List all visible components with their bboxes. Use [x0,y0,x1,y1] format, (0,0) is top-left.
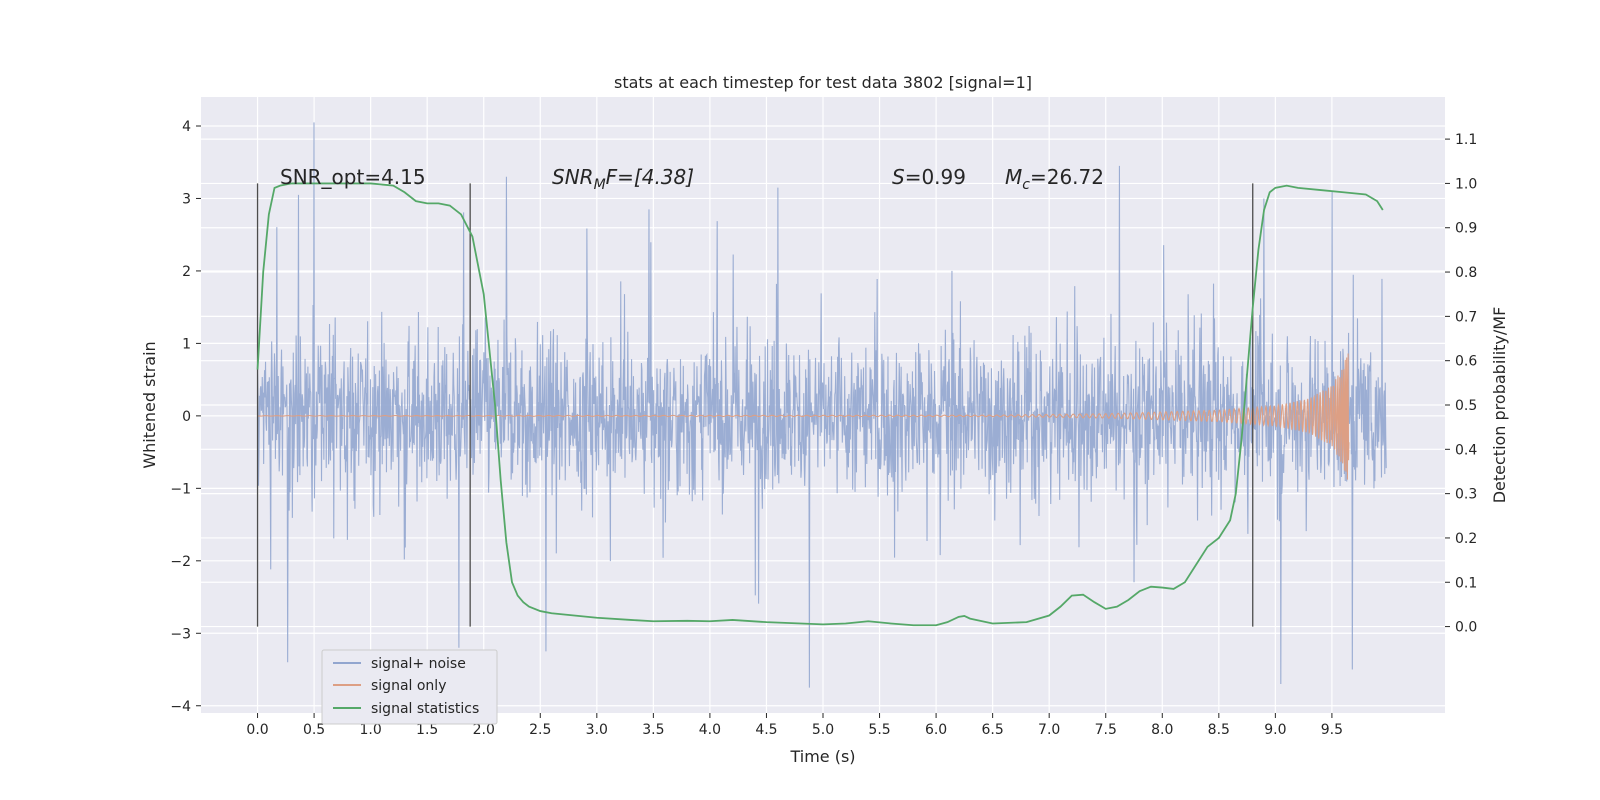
snr-mf-sub: M [594,177,606,193]
signal-only-series [257,353,1350,480]
x-tick-label: 8.0 [1151,722,1173,738]
y-left-tick-label: 1 [182,336,191,352]
x-tick-label: 5.5 [868,722,890,738]
y-right-tick-label: 0.7 [1455,309,1477,325]
y-right-tick-label: 0.9 [1455,221,1477,237]
x-tick-label: 2.5 [529,722,551,738]
y-right-tick-label: 0.4 [1455,442,1477,458]
legend-label-signal-statistics: signal statistics [371,701,479,717]
y-axis-label-right: Detection probability/MF [1490,307,1509,504]
x-tick-label: 6.5 [982,722,1004,738]
annotation-snr-opt: SNR_opt=4.15 [280,165,426,189]
annotation-snr-mf: SNRMF=[4.38] [552,165,694,193]
x-tick-label: 9.0 [1264,722,1286,738]
x-tick-label: 4.0 [699,722,721,738]
annotation-mc: Mc=26.72 [1005,165,1104,193]
x-tick-label: 7.0 [1038,722,1060,738]
s-main: S [892,165,905,189]
mc-value: =26.72 [1030,165,1104,189]
s-value: =0.99 [905,165,966,189]
y-left-tick-label: −1 [170,481,191,497]
legend-label-signal-noise: signal+ noise [371,656,466,672]
y-left-tick-label: 4 [182,119,191,135]
y-right-tick-label: 0.5 [1455,398,1477,414]
y-right-tick-label: 0.0 [1455,620,1477,636]
legend-box [321,649,498,725]
y-right-tick-label: 1.1 [1455,132,1477,148]
signal-only-line [257,353,1350,480]
x-tick-label: 3.0 [586,722,608,738]
y-right-tick-label: 0.1 [1455,575,1477,591]
x-tick-label: 2.0 [473,722,495,738]
chart-title: stats at each timestep for test data 380… [614,73,1032,92]
y-right-tick-label: 0.8 [1455,265,1477,281]
y-left-tick-label: −2 [170,554,191,570]
x-tick-label: 1.5 [416,722,438,738]
y-right-tick-label: 0.6 [1455,354,1477,370]
x-tick-label: 6.0 [925,722,947,738]
legend: signal+ noise signal only signal statist… [321,649,498,725]
x-tick-label: 3.5 [642,722,664,738]
x-tick-label: 4.5 [755,722,777,738]
x-tick-label: 0.0 [246,722,268,738]
signal-statistics-line [256,182,1384,627]
snr-mf-rest: F=[4.38] [606,165,694,189]
x-tick-label: 7.5 [1095,722,1117,738]
legend-label-signal-only: signal only [371,678,446,694]
y-left-tick-label: −3 [170,626,191,642]
x-tick-label: 9.5 [1321,722,1343,738]
mc-main: M [1005,165,1022,189]
x-axis-label: Time (s) [789,747,855,766]
y-left-tick-label: 2 [182,264,191,280]
x-tick-label: 1.0 [360,722,382,738]
x-tick-label: 5.0 [812,722,834,738]
vertical-markers [256,183,1254,627]
y-axis-label-left: Whitened strain [140,341,159,468]
signal-statistics-series [256,182,1384,627]
y-right-tick-label: 1.0 [1455,176,1477,192]
y-right-tick-label: 0.3 [1455,487,1477,503]
y-right-tick-label: 0.2 [1455,531,1477,547]
y-left-tick-label: 0 [182,409,191,425]
axis-ticks: 0.0 0.5 1.0 1.5 2.0 2.5 3.0 3.5 4.0 4.5 5.0 5.5 6.0 6… [170,119,1477,738]
snr-mf-main: SNR [552,165,594,189]
y-left-tick-label: −4 [170,699,191,715]
x-tick-label: 0.5 [303,722,325,738]
x-tick-label: 8.5 [1208,722,1230,738]
annotation-s: S=0.99 [892,165,966,189]
mc-sub: c [1022,177,1030,193]
y-left-tick-label: 3 [182,191,191,207]
